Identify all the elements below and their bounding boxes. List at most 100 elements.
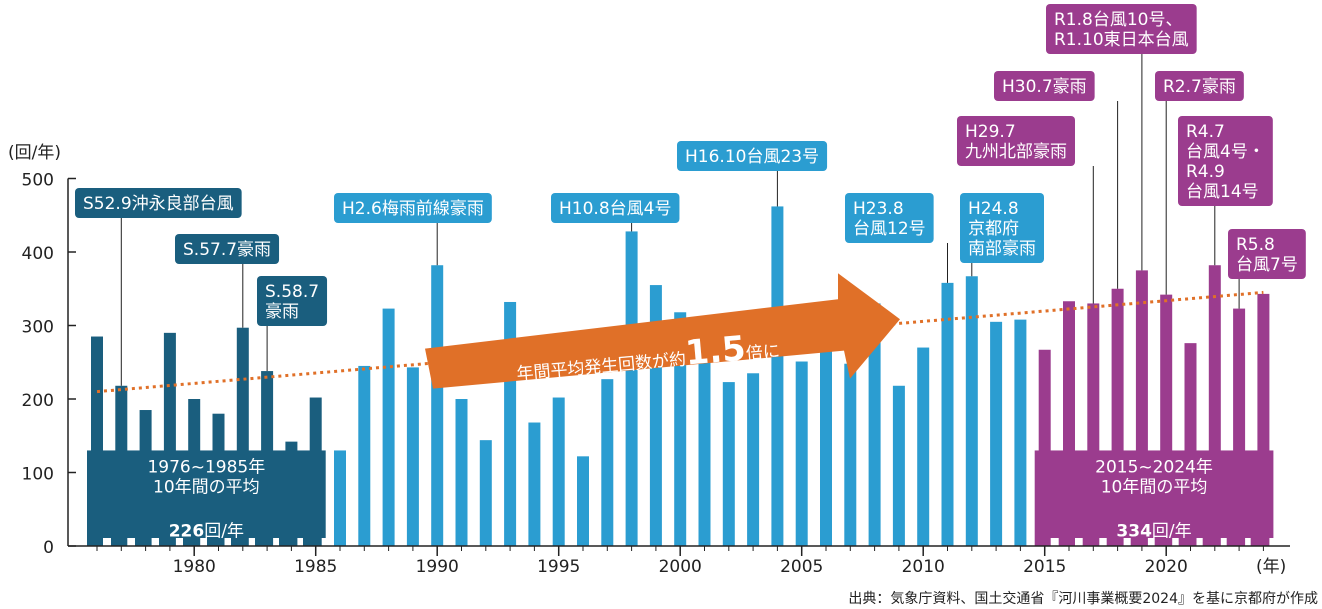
annotation-box <box>175 234 280 264</box>
annotation-text: 台風7号 <box>1236 255 1298 275</box>
annotation-1982: S.57.7豪雨 <box>175 234 280 328</box>
annotation-text: 台風12号 <box>853 219 926 239</box>
average-value: 226回/年 <box>169 521 244 541</box>
x-tick-label: 2005 <box>780 557 823 577</box>
annotation-text: S.57.7豪雨 <box>183 239 271 260</box>
annotation-box <box>75 188 242 218</box>
bar-2014 <box>1014 319 1027 546</box>
average-box-early <box>87 450 326 538</box>
x-axis-unit: (年) <box>1256 557 1286 577</box>
bar-2001 <box>698 321 711 546</box>
average-box-late <box>1034 450 1274 538</box>
bar-1991 <box>455 399 468 546</box>
annotation-text: H30.7豪雨 <box>1002 76 1087 97</box>
annotation-box <box>845 193 934 243</box>
annotation-text: 台風14号 <box>1186 182 1259 202</box>
trend-arrow-shape <box>425 273 900 389</box>
annotation-text: 九州北部豪雨 <box>965 141 1067 162</box>
annotation-text: 台風4号・ <box>1186 142 1265 162</box>
y-tick-label: 400 <box>22 244 54 264</box>
bar-1987 <box>358 365 371 546</box>
annotation-1998: H10.8台風4号 <box>551 193 680 232</box>
bar-2006 <box>820 347 832 546</box>
bar-1992 <box>479 440 492 546</box>
average-box-dash <box>279 538 293 546</box>
average-box-dash <box>1082 538 1097 546</box>
annotation-text: H10.8台風4号 <box>559 199 671 219</box>
average-box-dash <box>1154 538 1169 546</box>
annotation-2004: H16.10台風23号 <box>677 141 828 207</box>
average-box-dash <box>111 538 125 546</box>
annotation-text: S52.9沖永良部台風 <box>83 194 234 214</box>
average-period-label: 2015~2024年 <box>1095 457 1213 477</box>
annotation-text: H23.8 <box>853 199 904 219</box>
average-box-dash <box>1130 538 1145 546</box>
x-tick-label: 1990 <box>416 557 459 577</box>
annotation-box <box>334 193 492 223</box>
y-axis-unit: (回/年) <box>8 143 61 163</box>
annotation-2019: R1.8台風10号、R1.10東日本台風 <box>1046 4 1197 271</box>
bar-1998 <box>625 231 638 547</box>
y-tick-label: 0 <box>43 538 54 558</box>
bar-1989 <box>406 367 419 546</box>
annotation-2020: R2.7豪雨 <box>1155 71 1244 295</box>
bar-1994 <box>528 422 541 546</box>
annotation-1983: S.58.7豪雨 <box>257 276 328 372</box>
x-tick-label: 2020 <box>1145 557 1188 577</box>
annotation-text: H24.8 <box>968 199 1019 219</box>
annotation-text: H2.6梅雨前線豪雨 <box>342 198 484 219</box>
bar-2004 <box>771 206 784 546</box>
annotation-text: R4.9 <box>1186 162 1225 182</box>
y-tick-label: 300 <box>22 318 54 338</box>
average-caption: 10年間の平均 <box>1101 477 1208 497</box>
annotation-box <box>551 193 680 223</box>
average-box-dash <box>87 538 101 546</box>
annotation-box <box>1155 71 1244 101</box>
average-box-dash <box>231 538 245 546</box>
annotation-text: 南部豪雨 <box>968 238 1036 259</box>
y-tick-label: 100 <box>22 465 54 485</box>
average-box-dash <box>1178 538 1193 546</box>
annotation-2018: H30.7豪雨 <box>994 71 1119 289</box>
bar-1988 <box>382 308 395 546</box>
annotation-box <box>994 71 1095 101</box>
annotation-box <box>960 193 1044 263</box>
bar-2002 <box>722 382 735 546</box>
average-box-dash <box>135 538 149 546</box>
average-box-dash <box>303 538 317 546</box>
annotation-text: H16.10台風23号 <box>685 147 819 167</box>
x-tick-label: 1980 <box>173 557 216 577</box>
annotation-text: R5.8 <box>1236 235 1275 255</box>
bar-2005 <box>795 361 808 546</box>
annotation-text: R1.10東日本台風 <box>1054 30 1189 50</box>
x-tick-label: 1995 <box>537 557 580 577</box>
average-caption: 10年間の平均 <box>153 477 260 497</box>
bar-2000 <box>674 312 687 546</box>
bar-1995 <box>552 397 565 546</box>
average-box-dash <box>1250 538 1265 546</box>
bar-2009 <box>892 385 905 546</box>
annotation-box <box>957 116 1075 166</box>
average-box-dash <box>183 538 197 546</box>
trend-line <box>96 290 1264 394</box>
annotation-text: S.58.7 <box>265 282 319 302</box>
bar-1996 <box>577 456 589 546</box>
annotation-1977: S52.9沖永良部台風 <box>75 188 242 386</box>
bar-2007 <box>844 363 857 546</box>
bar-2008 <box>868 303 881 546</box>
annotation-box <box>1046 4 1197 54</box>
average-box-dash <box>159 538 173 546</box>
annotation-box <box>1228 229 1306 279</box>
average-box-dash <box>1106 538 1121 546</box>
bar-1986 <box>334 450 346 546</box>
annotation-1990: H2.6梅雨前線豪雨 <box>334 193 492 266</box>
x-tick-label: 2015 <box>1023 557 1066 577</box>
annotation-text: R1.8台風10号、 <box>1054 10 1182 30</box>
bar-2011 <box>941 282 954 546</box>
bar-1997 <box>601 379 614 546</box>
average-box-dash <box>1034 538 1049 546</box>
annotation-text: 豪雨 <box>265 301 299 322</box>
